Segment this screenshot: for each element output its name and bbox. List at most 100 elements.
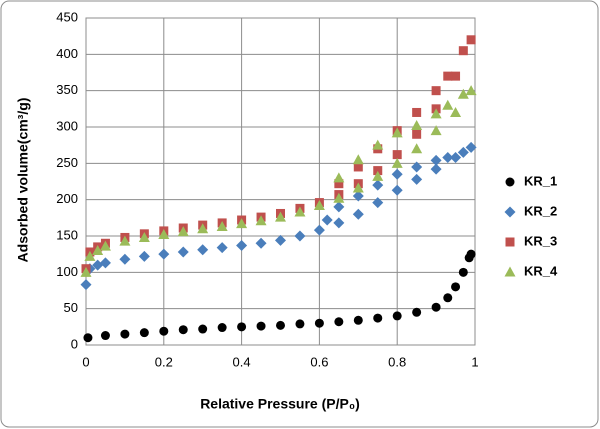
point [99, 257, 111, 269]
x-tick-label: 0 [82, 354, 89, 369]
point [353, 162, 363, 172]
point [313, 199, 325, 210]
legend-label: KR_1 [524, 173, 557, 188]
point [450, 106, 462, 117]
point [352, 182, 364, 193]
point [412, 129, 422, 139]
legend-label: KR_2 [524, 203, 557, 218]
point [216, 242, 228, 254]
point [411, 161, 423, 173]
point [333, 201, 345, 213]
legend-marker [504, 206, 516, 218]
point [334, 317, 344, 327]
point [119, 235, 131, 246]
point [92, 259, 104, 271]
point [411, 143, 423, 154]
point [333, 172, 345, 183]
point [431, 86, 441, 96]
point [430, 163, 442, 175]
point [177, 246, 189, 258]
point [197, 223, 209, 234]
point [178, 325, 188, 335]
point [443, 293, 453, 303]
legend-marker [504, 266, 516, 277]
point [276, 320, 285, 330]
point [430, 125, 442, 136]
point [373, 313, 383, 323]
point [256, 321, 266, 331]
point [84, 250, 96, 261]
x-tick-label: 0.6 [310, 354, 328, 369]
point [139, 328, 149, 338]
x-tick-label: 0.2 [155, 354, 173, 369]
point [314, 318, 324, 328]
point [466, 249, 476, 259]
point [372, 179, 384, 191]
point [321, 214, 333, 226]
point [83, 333, 93, 343]
point [411, 120, 423, 131]
y-tick-label: 100 [56, 264, 78, 279]
legend-label: KR_3 [524, 233, 557, 248]
point [458, 46, 468, 56]
point [442, 152, 454, 164]
point [430, 108, 442, 119]
point [80, 279, 92, 291]
point [353, 315, 363, 325]
y-axis-label: Adsorbed volume(cm³/g) [15, 98, 31, 263]
point [236, 218, 248, 229]
point [352, 208, 364, 220]
point [466, 35, 476, 45]
point [158, 229, 170, 240]
point [237, 322, 247, 332]
legend-marker [505, 237, 515, 247]
point [457, 146, 469, 158]
y-tick-label: 450 [56, 9, 78, 24]
point [391, 168, 403, 180]
point [120, 329, 130, 339]
point [352, 154, 364, 165]
point [294, 206, 306, 217]
y-tick-label: 150 [56, 227, 78, 242]
point [450, 152, 462, 164]
point [412, 107, 422, 117]
x-tick-label: 0.8 [388, 354, 406, 369]
point [275, 211, 286, 222]
point [138, 250, 150, 262]
x-tick-label: 1 [471, 354, 478, 369]
point [465, 85, 477, 96]
point [138, 231, 150, 242]
point [333, 192, 345, 203]
y-tick-label: 350 [56, 82, 78, 97]
y-tick-label: 50 [64, 300, 78, 315]
point [295, 319, 305, 329]
point [80, 266, 92, 277]
point [198, 324, 208, 334]
point [334, 179, 344, 189]
point [100, 331, 110, 341]
plot-area [85, 17, 476, 346]
point [177, 226, 189, 237]
point [372, 170, 384, 181]
point [451, 282, 461, 292]
point [412, 307, 422, 317]
point [159, 326, 169, 336]
point [443, 71, 453, 81]
point [457, 88, 469, 99]
point [352, 190, 364, 202]
point [391, 157, 403, 168]
point [372, 139, 384, 150]
point [294, 230, 306, 242]
x-axis-label: Relative Pressure (P/P₀) [200, 396, 360, 412]
y-tick-label: 400 [56, 46, 78, 61]
point [431, 302, 441, 312]
y-tick-label: 200 [56, 191, 78, 206]
point [216, 221, 228, 232]
point [442, 99, 454, 110]
point [158, 248, 170, 260]
point [458, 267, 468, 277]
point [391, 127, 403, 138]
point [373, 166, 383, 176]
point [391, 184, 403, 196]
point [465, 141, 477, 153]
